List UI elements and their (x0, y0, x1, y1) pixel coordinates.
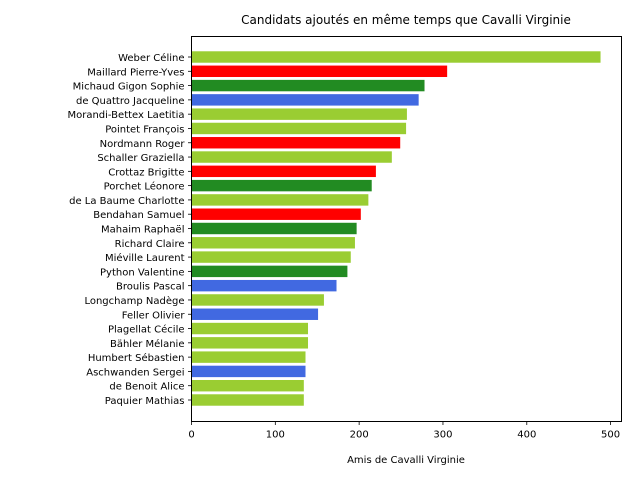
y-tick-label: Porchet Léonore (104, 181, 185, 193)
bar (191, 165, 376, 178)
bar (191, 151, 392, 163)
bar (191, 51, 601, 63)
y-tick-label: Weber Céline (118, 52, 184, 64)
x-tick-label: 0 (188, 430, 194, 441)
bar (191, 65, 448, 78)
y-tick-label: Crottaz Brigitte (108, 167, 184, 178)
bar (191, 337, 309, 349)
y-tick-label: Nordmann Roger (100, 139, 186, 150)
y-tick-label: Plagellat Cécile (108, 324, 185, 336)
bar (191, 194, 369, 206)
bars-group (191, 51, 601, 406)
y-tick-label: Maillard Pierre-Yves (87, 67, 184, 78)
bar (191, 179, 372, 192)
x-axis-ticks: 0 100 200 300 400 500 (188, 421, 620, 441)
chart-title: Candidats ajoutés en même temps que Cava… (241, 13, 571, 27)
y-tick-label: Schaller Graziella (97, 153, 184, 164)
plot-frame (191, 36, 622, 422)
bar (191, 308, 319, 320)
bar (191, 79, 425, 92)
y-tick-label: Michaud Gigon Sophie (73, 82, 185, 93)
x-tick-label: 500 (601, 430, 620, 441)
y-tick-label: Paquier Mathias (105, 396, 185, 407)
bar (191, 365, 306, 378)
y-tick-label: Feller Olivier (122, 310, 186, 321)
y-tick-label: de Quattro Jacqueline (76, 96, 185, 107)
bar (191, 208, 361, 220)
x-tick-label: 200 (350, 430, 369, 441)
y-tick-label: Morandi-Bettex Laetitia (67, 110, 184, 121)
y-tick-label: Miéville Laurent (105, 252, 185, 264)
x-tick-label: 400 (517, 430, 536, 441)
bar (191, 394, 304, 406)
x-tick-label: 300 (433, 430, 452, 441)
y-tick-label: de La Baume Charlotte (69, 196, 184, 207)
x-axis-label: Amis de Cavalli Virginie (347, 455, 465, 466)
y-tick-label: Aschwanden Sergei (86, 367, 184, 378)
y-tick-label: Humbert Sébastien (88, 352, 185, 364)
bar (191, 265, 348, 278)
bar (191, 294, 324, 306)
y-tick-label: Broulis Pascal (116, 282, 184, 293)
bar (191, 94, 419, 106)
bar (191, 222, 357, 235)
bar (191, 108, 407, 120)
bar (191, 122, 407, 135)
bar (191, 322, 309, 335)
bar (191, 379, 304, 392)
y-tick-labels: Weber Céline Maillard Pierre-Yves Michaud … (67, 52, 192, 407)
y-tick-label: Richard Claire (115, 239, 185, 250)
bar (191, 237, 355, 249)
y-tick-label: Bähler Mélanie (110, 338, 185, 350)
bar (191, 279, 337, 292)
y-tick-label: de Benoit Alice (109, 382, 184, 393)
y-tick-label: Pointet François (105, 124, 184, 135)
y-tick-label: Longchamp Nadège (84, 295, 184, 307)
bar (191, 351, 306, 363)
y-tick-label: Bendahan Samuel (93, 210, 184, 221)
bar (191, 137, 401, 149)
y-tick-label: Python Valentine (100, 267, 185, 278)
x-tick-label: 100 (266, 430, 285, 441)
y-tick-label: Mahaim Raphaël (101, 225, 185, 236)
bar (191, 251, 351, 263)
